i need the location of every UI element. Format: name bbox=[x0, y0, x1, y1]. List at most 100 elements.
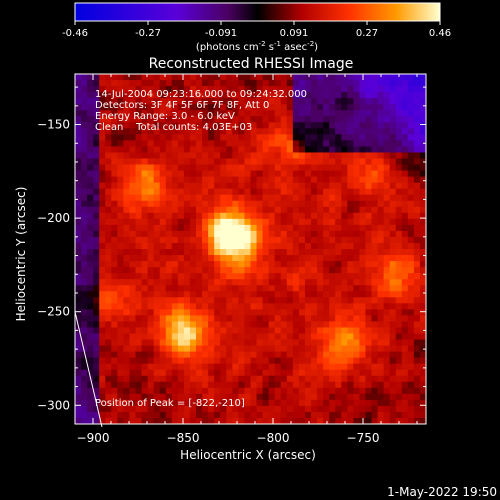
heatmap-cell bbox=[256, 158, 264, 166]
heatmap-cell bbox=[413, 357, 421, 365]
heatmap-cell bbox=[389, 200, 397, 208]
heatmap-cell bbox=[365, 176, 373, 184]
heatmap-cell bbox=[323, 110, 330, 117]
heatmap-cell bbox=[202, 387, 209, 395]
heatmap-cell bbox=[75, 393, 82, 401]
heatmap-cell bbox=[202, 140, 209, 148]
heatmap-cell bbox=[335, 86, 342, 93]
heatmap-cell bbox=[117, 236, 125, 244]
heatmap-cell bbox=[183, 273, 191, 280]
heatmap-cell bbox=[135, 417, 143, 424]
heatmap-cell bbox=[117, 170, 125, 178]
heatmap-cell bbox=[347, 279, 354, 286]
heatmap-cell bbox=[347, 405, 354, 413]
heatmap-cell bbox=[141, 152, 149, 160]
heatmap-cell bbox=[419, 261, 426, 268]
heatmap-cell bbox=[371, 116, 379, 123]
heatmap-cell bbox=[371, 387, 379, 395]
heatmap-cell bbox=[117, 363, 125, 371]
heatmap-cell bbox=[99, 405, 106, 413]
heatmap-cell bbox=[359, 249, 367, 256]
heatmap-cell bbox=[311, 327, 318, 335]
heatmap-cell bbox=[347, 128, 354, 135]
heatmap-cell bbox=[189, 146, 197, 154]
heatmap-cell bbox=[171, 375, 179, 383]
heatmap-cell bbox=[383, 249, 391, 256]
heatmap-cell bbox=[159, 261, 167, 268]
heatmap-cell bbox=[298, 140, 306, 148]
heatmap-cell bbox=[268, 399, 276, 407]
heatmap-cell bbox=[177, 188, 185, 196]
heatmap-cell bbox=[129, 140, 137, 148]
heatmap-cell bbox=[244, 405, 252, 413]
heatmap-cell bbox=[304, 80, 312, 87]
colorbar-tick-label: -0.46 bbox=[62, 28, 88, 39]
heatmap-cell bbox=[347, 146, 354, 154]
heatmap-cell bbox=[111, 170, 118, 178]
heatmap-cell bbox=[159, 116, 167, 123]
heatmap-cell bbox=[208, 122, 215, 129]
heatmap-cell bbox=[383, 279, 391, 286]
heatmap-cell bbox=[371, 134, 379, 141]
heatmap-cell bbox=[407, 110, 415, 117]
heatmap-cell bbox=[317, 315, 324, 323]
heatmap-cell bbox=[159, 164, 167, 172]
heatmap-cell bbox=[286, 134, 294, 141]
heatmap-cell bbox=[165, 297, 173, 304]
heatmap-cell bbox=[286, 122, 294, 129]
heatmap-cell bbox=[117, 92, 125, 99]
heatmap-cell bbox=[129, 98, 137, 105]
heatmap-cell bbox=[220, 182, 227, 190]
heatmap-cell bbox=[274, 285, 282, 292]
heatmap-cell bbox=[141, 74, 149, 81]
heatmap-cell bbox=[329, 381, 336, 389]
heatmap-cell bbox=[317, 363, 324, 371]
heatmap-cell bbox=[395, 176, 403, 184]
heatmap-cell bbox=[413, 333, 421, 341]
heatmap-cell bbox=[317, 158, 324, 166]
heatmap-cell bbox=[214, 188, 221, 196]
heatmap-cell bbox=[389, 267, 397, 274]
heatmap-cell bbox=[280, 116, 288, 123]
heatmap-cell bbox=[129, 297, 137, 304]
heatmap-cell bbox=[395, 122, 403, 129]
heatmap-cell bbox=[365, 92, 373, 99]
heatmap-cell bbox=[347, 381, 354, 389]
heatmap-cell bbox=[183, 315, 191, 323]
heatmap-cell bbox=[298, 98, 306, 105]
heatmap-cell bbox=[220, 249, 227, 256]
heatmap-cell bbox=[111, 236, 118, 244]
heatmap-cell bbox=[87, 218, 94, 226]
heatmap-cell bbox=[347, 104, 354, 111]
heatmap-cell bbox=[292, 315, 300, 323]
heatmap-cell bbox=[262, 194, 270, 202]
heatmap-cell bbox=[189, 104, 197, 111]
heatmap-cell bbox=[135, 249, 143, 256]
heatmap-cell bbox=[317, 321, 324, 329]
heatmap-cell bbox=[81, 74, 88, 81]
heatmap-cell bbox=[117, 182, 125, 190]
heatmap-cell bbox=[153, 176, 161, 184]
heatmap-cell bbox=[153, 194, 161, 202]
heatmap-cell bbox=[256, 98, 264, 105]
heatmap-cell bbox=[341, 417, 348, 424]
heatmap-cell bbox=[129, 351, 137, 359]
heatmap-cell bbox=[220, 116, 227, 123]
heatmap-cell bbox=[87, 345, 94, 353]
heatmap-cell bbox=[377, 411, 385, 419]
heatmap-cell bbox=[111, 267, 118, 274]
heatmap-cell bbox=[220, 176, 227, 184]
heatmap-cell bbox=[244, 104, 252, 111]
heatmap-cell bbox=[147, 267, 155, 274]
heatmap-cell bbox=[147, 146, 155, 154]
heatmap-cell bbox=[377, 224, 385, 232]
heatmap-cell bbox=[341, 164, 348, 172]
heatmap-cell bbox=[292, 327, 300, 335]
heatmap-cell bbox=[135, 182, 143, 190]
heatmap-cell bbox=[280, 375, 288, 383]
heatmap-cell bbox=[147, 188, 155, 196]
heatmap-cell bbox=[286, 381, 294, 389]
heatmap-cell bbox=[286, 152, 294, 160]
heatmap-cell bbox=[353, 393, 361, 401]
heatmap-cell bbox=[87, 134, 94, 141]
